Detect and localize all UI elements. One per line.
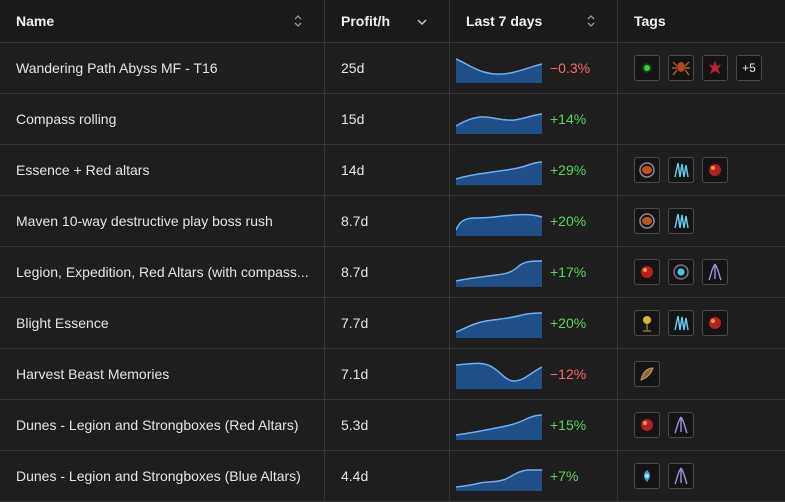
blue-crystals-icon[interactable] (668, 208, 694, 234)
sparkline (456, 58, 542, 83)
profit-value: 5.3d (341, 417, 369, 433)
essence-icon[interactable] (634, 157, 660, 183)
red-altar-icon[interactable] (634, 412, 660, 438)
column-header-label: Profit/h (341, 13, 390, 29)
strategy-name: Harvest Beast Memories (16, 366, 170, 382)
column-header-name[interactable]: Name (0, 0, 325, 42)
table-row[interactable]: Legion, Expedition, Red Altars (with com… (0, 247, 785, 298)
table-row[interactable]: Maven 10-way destructive play boss rush … (0, 196, 785, 247)
change-percent: +29% (550, 162, 587, 178)
blue-crystals-icon[interactable] (668, 310, 694, 336)
table-header: Name Profit/h Last 7 days Tags (0, 0, 785, 43)
change-percent: +7% (550, 468, 579, 484)
column-header-trend[interactable]: Last 7 days (450, 0, 618, 42)
table-row[interactable]: Compass rolling 15d +14% (0, 94, 785, 145)
sort-icon[interactable] (587, 14, 595, 28)
sparkline (456, 213, 542, 236)
red-altar-icon[interactable] (634, 259, 660, 285)
purple-shard-icon[interactable] (668, 463, 694, 489)
sparkline (456, 113, 542, 134)
spider-icon[interactable] (668, 55, 694, 81)
strategy-name: Blight Essence (16, 315, 109, 331)
profit-value: 4.4d (341, 468, 369, 484)
profit-value: 7.1d (341, 366, 369, 382)
column-header-label: Name (16, 13, 55, 29)
change-percent: +15% (550, 417, 587, 433)
blue-altar-icon[interactable] (634, 463, 660, 489)
column-header-label: Tags (634, 13, 666, 29)
column-header-label: Last 7 days (466, 13, 543, 29)
red-altar-icon[interactable] (702, 157, 728, 183)
profit-value: 7.7d (341, 315, 369, 331)
profit-value: 8.7d (341, 264, 369, 280)
column-header-profit[interactable]: Profit/h (325, 0, 450, 42)
change-percent: −12% (550, 366, 587, 382)
sparkline (456, 414, 542, 440)
strategy-name: Dunes - Legion and Strongboxes (Blue Alt… (16, 468, 301, 484)
chevron-down-icon[interactable] (417, 13, 427, 29)
sparkline (456, 161, 542, 185)
change-percent: +20% (550, 213, 587, 229)
strategy-name: Compass rolling (16, 111, 117, 127)
change-percent: +14% (550, 111, 587, 127)
change-percent: +17% (550, 264, 587, 280)
strategy-name: Dunes - Legion and Strongboxes (Red Alta… (16, 417, 299, 433)
profit-value: 25d (341, 60, 365, 76)
change-percent: +20% (550, 315, 587, 331)
purple-shard-icon[interactable] (702, 259, 728, 285)
strategy-name: Legion, Expedition, Red Altars (with com… (16, 264, 309, 280)
strategy-name: Essence + Red altars (16, 162, 150, 178)
blue-orb-icon[interactable] (668, 259, 694, 285)
essence-icon[interactable] (634, 208, 660, 234)
blue-crystals-icon[interactable] (668, 157, 694, 183)
blight-icon[interactable] (634, 310, 660, 336)
strategy-name: Wandering Path Abyss MF - T16 (16, 60, 218, 76)
red-hand-icon[interactable] (702, 55, 728, 81)
profit-value: 15d (341, 111, 365, 127)
table-row[interactable]: Essence + Red altars 14d +29% (0, 145, 785, 196)
sparkline (456, 362, 542, 389)
memory-icon[interactable] (634, 361, 660, 387)
table-row[interactable]: Dunes - Legion and Strongboxes (Blue Alt… (0, 451, 785, 502)
more-tags-badge[interactable]: +5 (736, 55, 762, 81)
red-altar-icon[interactable] (702, 310, 728, 336)
green-orb-icon[interactable] (634, 55, 660, 81)
column-header-tags: Tags (618, 0, 785, 42)
change-percent: −0.3% (550, 60, 591, 76)
profit-value: 8.7d (341, 213, 369, 229)
profit-value: 14d (341, 162, 365, 178)
sort-icon[interactable] (294, 14, 302, 28)
table-row[interactable]: Harvest Beast Memories 7.1d −12% (0, 349, 785, 400)
table-row[interactable]: Dunes - Legion and Strongboxes (Red Alta… (0, 400, 785, 451)
sparkline (456, 312, 542, 338)
purple-shard-icon[interactable] (668, 412, 694, 438)
table-row[interactable]: Wandering Path Abyss MF - T16 25d −0.3% … (0, 43, 785, 94)
strategy-name: Maven 10-way destructive play boss rush (16, 213, 273, 229)
sparkline (456, 469, 542, 491)
sparkline (456, 260, 542, 287)
table-row[interactable]: Blight Essence 7.7d +20% (0, 298, 785, 349)
